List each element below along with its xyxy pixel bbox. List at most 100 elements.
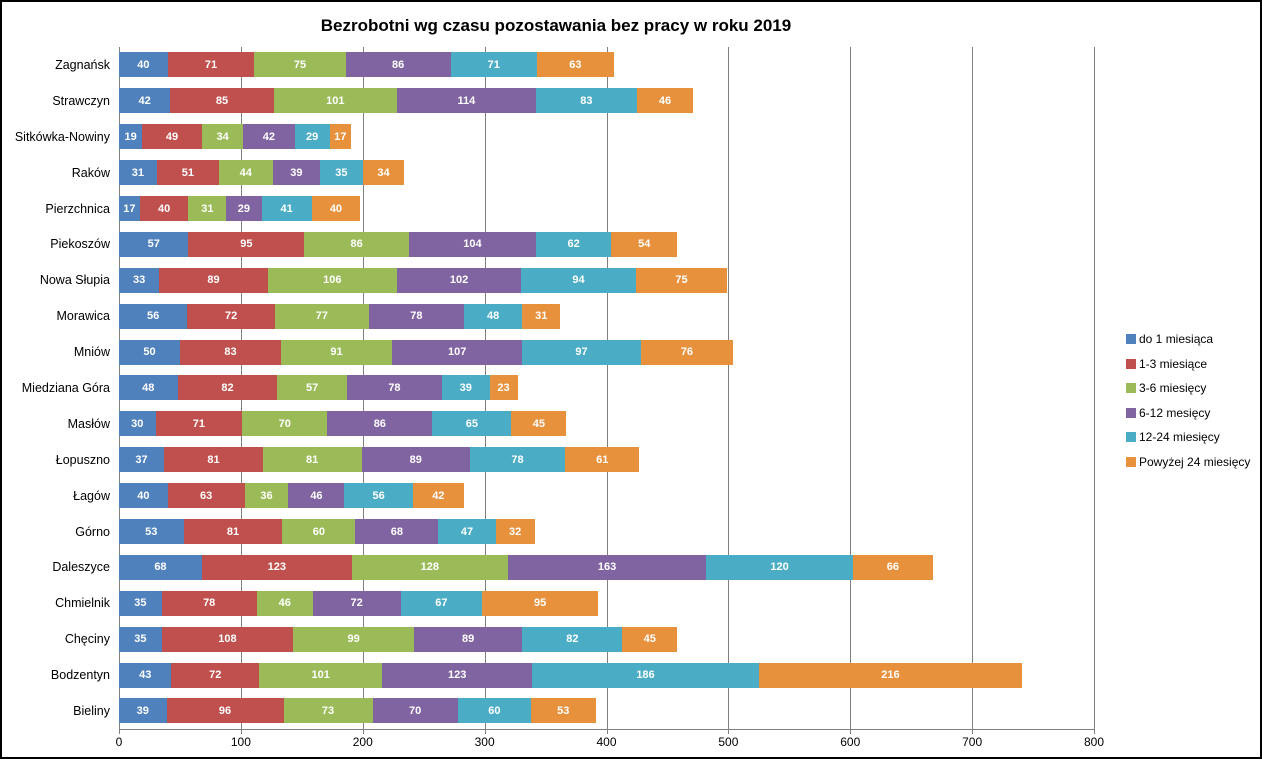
bar-segment: 17 bbox=[329, 124, 351, 150]
bar-row: Pierzchnica 17 40 31 29 41 40 bbox=[45, 191, 1094, 227]
legend-label: 1-3 miesiące bbox=[1139, 356, 1208, 371]
category-label: Zagnańsk bbox=[55, 57, 110, 72]
bar-segment: 29 bbox=[226, 196, 262, 221]
bar-row: Nowa Słupia 33 89 106 102 94 75 bbox=[40, 262, 1094, 298]
bar-segment: 40 bbox=[139, 196, 189, 221]
legend-item: 3-6 miesięcy bbox=[1126, 380, 1250, 396]
bar-segment: 123 bbox=[201, 554, 352, 580]
x-tick-label-100: 100 bbox=[230, 735, 251, 749]
stacked-bar: 39 96 73 70 60 53 bbox=[119, 698, 1094, 724]
bar-segment: 89 bbox=[413, 626, 523, 652]
axis-tick-x-600 bbox=[850, 729, 852, 734]
bar-segment: 43 bbox=[119, 662, 172, 688]
bar-segment: 48 bbox=[119, 375, 178, 401]
bar-row: Bieliny 39 96 73 70 60 53 bbox=[73, 693, 1094, 729]
legend-item: 12-24 miesięcy bbox=[1126, 429, 1250, 445]
bar-segment: 75 bbox=[635, 267, 728, 293]
bar-segment: 78 bbox=[161, 590, 257, 616]
legend-label: 3-6 miesięcy bbox=[1139, 381, 1207, 395]
x-tick-label-700: 700 bbox=[962, 735, 983, 749]
bar-row: Raków 31 51 44 39 35 34 bbox=[72, 155, 1094, 191]
axis-tick-x-300 bbox=[484, 729, 486, 734]
bar-row: Mniów 50 83 91 107 97 76 bbox=[74, 334, 1094, 370]
axis-tick-x-700 bbox=[972, 729, 974, 734]
bar-segment: 31 bbox=[522, 303, 561, 329]
bar-segment: 81 bbox=[183, 519, 283, 545]
bar-segment: 71 bbox=[155, 411, 243, 437]
gridline-x-700 bbox=[972, 47, 974, 729]
bar-segment: 75 bbox=[254, 52, 346, 78]
bar-segment: 216 bbox=[758, 662, 1023, 688]
plot-area: Zagnańsk 40 71 75 86 71 63 Strawczyn 42 85 101 114 8… bbox=[15, 47, 1095, 734]
category-label: Górno bbox=[75, 524, 110, 539]
bar-segment: 46 bbox=[636, 88, 694, 114]
bar-segment: 86 bbox=[304, 231, 410, 257]
category-label: Łopuszno bbox=[55, 452, 110, 467]
bar-row: Sitkówka-Nowiny 19 49 34 42 29 17 bbox=[15, 119, 1094, 155]
bar-segment: 83 bbox=[179, 339, 282, 365]
legend-swatch-icon bbox=[1126, 432, 1136, 442]
bar-segment: 86 bbox=[345, 52, 451, 78]
bar-segment: 81 bbox=[262, 447, 362, 473]
bar-segment: 32 bbox=[495, 519, 535, 545]
bar-segment: 94 bbox=[521, 267, 636, 293]
bar-segment: 104 bbox=[409, 231, 536, 257]
stacked-bar: 50 83 91 107 97 76 bbox=[119, 339, 1094, 365]
bar-segment: 86 bbox=[327, 411, 433, 437]
bar-row: Chęciny 35 108 99 89 82 45 bbox=[65, 621, 1094, 657]
bar-segment: 57 bbox=[277, 375, 347, 401]
bar-segment: 91 bbox=[281, 339, 392, 365]
x-tick-label-0: 0 bbox=[115, 735, 123, 749]
bar-segment: 72 bbox=[187, 303, 275, 329]
bar-segment: 46 bbox=[288, 483, 345, 509]
bar-segment: 128 bbox=[351, 554, 508, 580]
legend-swatch-icon bbox=[1126, 383, 1136, 393]
bar-segment: 33 bbox=[119, 267, 160, 293]
bar-segment: 40 bbox=[119, 52, 168, 78]
stacked-bar: 48 82 57 78 39 23 bbox=[119, 375, 1094, 401]
bar-row: Łagów 40 63 36 46 56 42 bbox=[73, 478, 1094, 514]
bar-segment: 120 bbox=[706, 554, 853, 580]
stacked-bar: 37 81 81 89 78 61 bbox=[119, 447, 1094, 473]
bar-segment: 78 bbox=[346, 375, 442, 401]
bar-segment: 45 bbox=[511, 411, 567, 437]
bar-segment: 63 bbox=[537, 52, 614, 78]
bar-row: Łopuszno 37 81 81 89 78 61 bbox=[56, 442, 1094, 478]
bar-segment: 29 bbox=[294, 124, 330, 150]
category-label: Mniów bbox=[73, 345, 110, 360]
axis-tick-x-0 bbox=[119, 729, 120, 734]
bar-segment: 66 bbox=[852, 554, 934, 580]
category-label: Miedziana Góra bbox=[21, 380, 110, 395]
bar-segment: 70 bbox=[242, 411, 328, 437]
bar-segment: 19 bbox=[119, 124, 143, 150]
bar-segment: 61 bbox=[565, 447, 640, 473]
bar-segment: 97 bbox=[522, 339, 641, 365]
bar-segment: 45 bbox=[622, 626, 678, 652]
bar-segment: 30 bbox=[119, 411, 156, 437]
stacked-bar: 17 40 31 29 41 40 bbox=[119, 196, 1094, 221]
bar-segment: 51 bbox=[156, 160, 219, 186]
category-label: Piekoszów bbox=[50, 237, 110, 252]
stacked-bar: 19 49 34 42 29 17 bbox=[119, 124, 1094, 150]
x-tick-label-600: 600 bbox=[840, 735, 861, 749]
bar-segment: 76 bbox=[640, 339, 734, 365]
stacked-bar: 57 95 86 104 62 54 bbox=[119, 231, 1094, 257]
bar-segment: 41 bbox=[261, 196, 312, 221]
x-tick-label-200: 200 bbox=[352, 735, 373, 749]
bar-segment: 89 bbox=[159, 267, 268, 293]
bar-segment: 114 bbox=[396, 88, 536, 114]
bar-segment: 50 bbox=[119, 339, 180, 365]
bar-segment: 82 bbox=[522, 626, 623, 652]
bar-segment: 163 bbox=[507, 554, 707, 580]
stacked-bar: 40 63 36 46 56 42 bbox=[119, 483, 1094, 509]
bar-segment: 31 bbox=[119, 160, 157, 186]
legend-swatch-icon bbox=[1126, 358, 1136, 369]
legend-swatch-icon bbox=[1126, 407, 1136, 418]
bar-segment: 123 bbox=[382, 662, 533, 688]
bar-segment: 81 bbox=[164, 447, 263, 473]
bar-segment: 71 bbox=[450, 52, 538, 78]
bar-segment: 39 bbox=[119, 698, 167, 724]
legend-label: 6-12 mesięcy bbox=[1139, 405, 1211, 420]
bar-row: Zagnańsk 40 71 75 86 71 63 bbox=[55, 47, 1094, 83]
